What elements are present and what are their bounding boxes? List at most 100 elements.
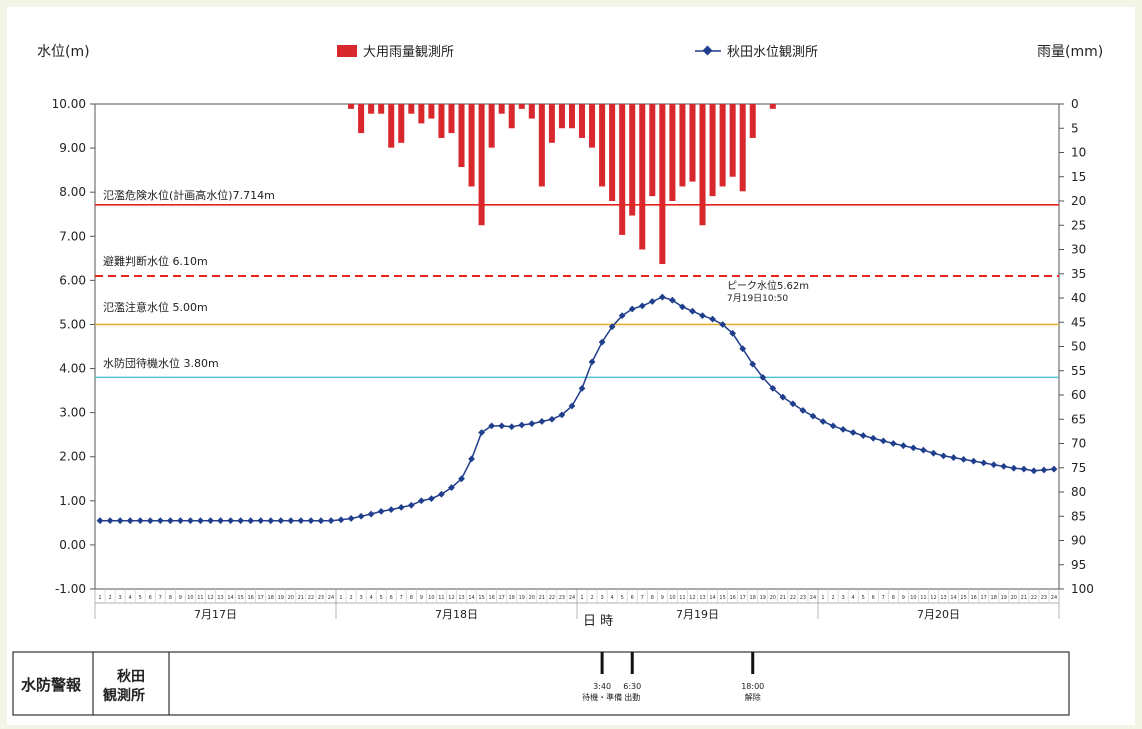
right-tick-label: 85 <box>1071 509 1086 523</box>
level-point <box>337 516 345 524</box>
right-tick-label: 45 <box>1071 315 1086 329</box>
hour-tick-label: 12 <box>207 595 213 601</box>
hour-tick-label: 9 <box>902 595 905 601</box>
hour-tick-label: 19 <box>1001 595 1007 601</box>
level-point <box>347 515 355 522</box>
level-point <box>307 517 315 525</box>
level-point <box>146 517 154 525</box>
level-point <box>809 412 817 420</box>
hour-tick-label: 1 <box>821 595 824 601</box>
hour-tick-label: 16 <box>729 595 735 601</box>
right-tick-label: 55 <box>1071 364 1086 378</box>
hour-tick-label: 13 <box>699 595 705 601</box>
rain-bar <box>538 104 545 187</box>
hour-tick-label: 2 <box>108 595 111 601</box>
level-point <box>819 418 827 425</box>
warning-event-label: 出動 <box>624 692 640 702</box>
level-point <box>960 455 968 463</box>
peak-annotation-line2: 7月19日10:50 <box>727 293 788 304</box>
hour-tick-label: 1 <box>339 595 342 601</box>
hour-tick-label: 8 <box>651 595 654 601</box>
rain-bar <box>609 104 616 201</box>
hour-tick-label: 1 <box>580 595 583 601</box>
level-point <box>367 510 375 518</box>
rain-bar <box>699 104 706 226</box>
hour-tick-label: 5 <box>380 595 383 601</box>
hour-tick-label: 16 <box>970 595 976 601</box>
legend-rain-label: 大用雨量観測所 <box>363 45 454 60</box>
warning-event-marker <box>600 652 604 674</box>
hour-tick-label: 24 <box>1051 595 1057 601</box>
rain-bar <box>528 104 535 119</box>
rain-bar <box>478 104 485 226</box>
level-point <box>1000 463 1008 470</box>
rain-bar <box>749 104 756 138</box>
level-point <box>578 385 586 392</box>
level-point <box>920 446 927 454</box>
level-point <box>427 495 435 503</box>
level-point <box>197 517 204 525</box>
rain-bar <box>348 104 355 109</box>
level-point <box>177 517 184 525</box>
hour-tick-label: 17 <box>740 595 746 601</box>
level-point <box>187 517 194 525</box>
rain-bar <box>579 104 586 138</box>
level-point <box>287 517 295 525</box>
level-point <box>869 434 877 442</box>
hour-tick-label: 9 <box>179 595 182 601</box>
hour-tick-label: 15 <box>478 595 484 601</box>
level-point <box>779 393 787 401</box>
level-point <box>608 323 616 331</box>
rain-bar <box>508 104 515 129</box>
level-point <box>387 506 395 514</box>
level-point <box>940 452 947 460</box>
hour-tick-label: 11 <box>920 595 926 601</box>
rain-bar <box>428 104 435 119</box>
rain-bar <box>468 104 475 187</box>
hour-tick-label: 7 <box>159 595 162 601</box>
level-point <box>568 402 576 410</box>
level-point <box>699 312 706 320</box>
rain-bar <box>558 104 565 129</box>
right-tick-label: 15 <box>1071 170 1086 184</box>
hour-tick-label: 12 <box>689 595 695 601</box>
level-point <box>267 517 275 525</box>
threshold-label: 氾濫危険水位(計画高水位)7.714m <box>103 188 275 202</box>
hour-tick-label: 17 <box>981 595 987 601</box>
left-tick-label: 1.00 <box>59 494 86 508</box>
level-point <box>899 442 907 450</box>
rain-bar <box>649 104 656 197</box>
hour-tick-label: 4 <box>370 595 373 601</box>
level-point <box>116 517 124 525</box>
hour-tick-label: 21 <box>1021 595 1027 601</box>
hour-tick-label: 2 <box>349 595 352 601</box>
hour-tick-label: 22 <box>549 595 555 601</box>
hour-tick-label: 17 <box>499 595 505 601</box>
hour-tick-label: 18 <box>750 595 756 601</box>
left-axis-label: 水位(m) <box>37 44 90 60</box>
hour-tick-label: 9 <box>661 595 664 601</box>
level-point <box>297 517 305 525</box>
level-point <box>859 432 867 439</box>
level-point <box>468 455 475 463</box>
level-point <box>618 312 626 320</box>
warning-station-line2: 観測所 <box>103 687 145 704</box>
left-tick-label: 9.00 <box>59 141 86 155</box>
level-point <box>207 517 214 525</box>
right-axis-label: 雨量(mm) <box>1037 44 1103 60</box>
hour-tick-label: 24 <box>569 595 575 601</box>
level-point <box>478 429 486 436</box>
threshold-label: 避難判断水位 6.10m <box>103 254 208 268</box>
level-point <box>397 504 405 511</box>
level-point <box>990 461 998 469</box>
rain-bar <box>729 104 736 177</box>
warning-event-marker <box>751 652 755 674</box>
hour-tick-label: 20 <box>529 595 535 601</box>
hour-tick-label: 23 <box>559 595 565 601</box>
threshold-label: 水防団待機水位 3.80m <box>103 356 219 370</box>
hour-tick-label: 20 <box>288 595 294 601</box>
rain-bar <box>458 104 465 168</box>
day-label: 7月18日 <box>435 608 478 621</box>
level-point <box>1040 466 1048 474</box>
level-point <box>889 440 897 447</box>
